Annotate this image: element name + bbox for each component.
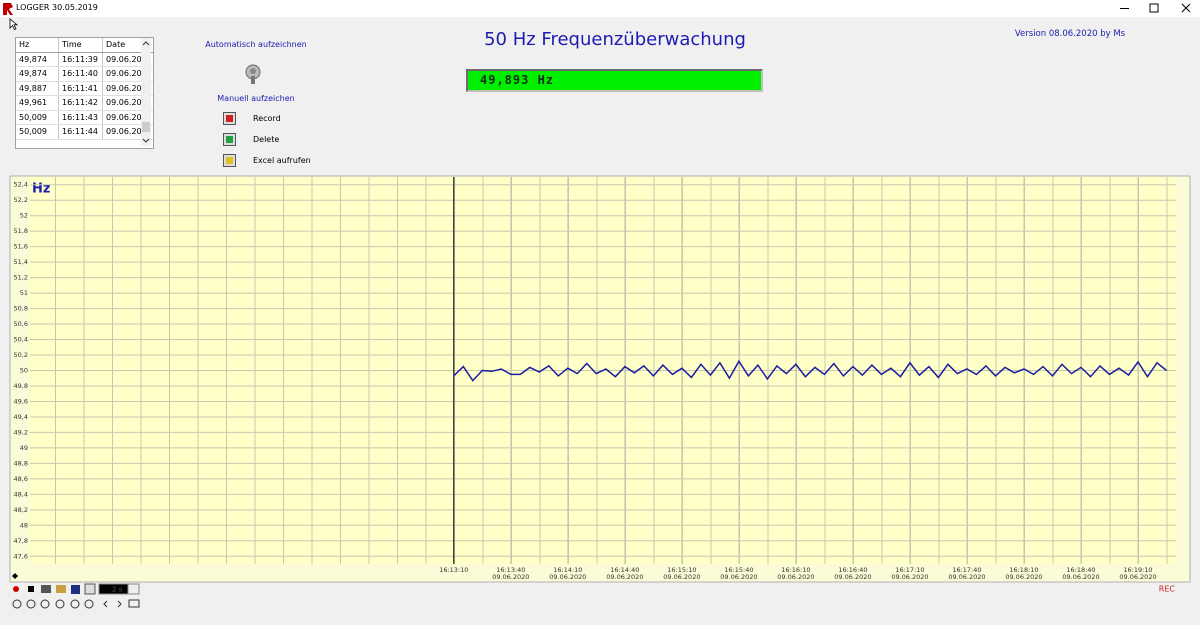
y-tick-label: 49 [20, 444, 28, 452]
y-tick-label: 49,8 [14, 382, 28, 390]
manual-record-label: Manuell aufzeichen [217, 94, 295, 103]
table-cell: 16:11:39 [59, 52, 103, 66]
x-tick-date: 09.06.2020 [549, 573, 586, 581]
y-tick-label: 49,6 [14, 397, 28, 405]
table-cell: 50,009 [16, 110, 59, 124]
table-cell: 49,874 [16, 67, 59, 81]
window-controls[interactable] [1110, 0, 1200, 17]
x-tick-date: 09.06.2020 [1062, 573, 1099, 581]
x-tick-label: 16:15:10 [667, 566, 696, 574]
y-tick-label: 48 [20, 521, 28, 529]
y-tick-label: 50,6 [14, 320, 28, 328]
status-label: REC [1159, 585, 1176, 594]
record-label: Record [253, 114, 281, 123]
frequency-display: 49,893 Hz [466, 69, 763, 92]
toolbar[interactable] [12, 583, 140, 609]
window-title: LOGGER 30.05.2019 [16, 3, 98, 12]
interval-select[interactable]: 2 s [112, 586, 123, 594]
y-tick-label: 48,8 [14, 459, 28, 467]
frequency-value: 49,893 Hz [480, 73, 555, 87]
y-tick-label: 47,8 [14, 537, 28, 545]
excel-label: Excel aufrufen [253, 156, 311, 165]
y-axis-label: Hz [32, 182, 50, 197]
app-icon [3, 3, 13, 15]
title-bar: LOGGER 30.05.2019 [0, 0, 1200, 17]
y-tick-label: 52,2 [14, 196, 28, 204]
x-tick-label: 16:18:10 [1009, 566, 1038, 574]
x-tick-date: 09.06.2020 [606, 573, 643, 581]
table-scrollbar[interactable] [141, 38, 151, 146]
y-tick-label: 51,6 [14, 243, 28, 251]
data-table[interactable]: HzTimeDate49,87416:11:3909.06.202049,874… [15, 37, 154, 149]
y-tick-label: 51 [20, 289, 28, 297]
y-tick-label: 50,4 [14, 336, 28, 344]
y-tick-label: 51,8 [14, 227, 28, 235]
x-tick-label: 16:13:10 [439, 566, 468, 574]
x-tick-date: 09.06.2020 [663, 573, 700, 581]
x-tick-date: 09.06.2020 [834, 573, 871, 581]
table-cell: 50,009 [16, 125, 59, 139]
y-tick-label: 50 [20, 367, 28, 375]
x-tick-label: 16:14:40 [610, 566, 639, 574]
auto-toggle[interactable] [243, 62, 263, 86]
table-cell: 16:11:44 [59, 125, 103, 139]
delete-button[interactable] [223, 133, 236, 146]
table-cell: 16:11:42 [59, 96, 103, 110]
corner-marker [12, 573, 18, 579]
x-tick-date: 09.06.2020 [891, 573, 928, 581]
x-tick-label: 16:16:10 [781, 566, 810, 574]
column-header: Hz [16, 38, 59, 52]
x-tick-date: 09.06.2020 [492, 573, 529, 581]
y-tick-label: 50,8 [14, 305, 28, 313]
x-tick-date: 09.06.2020 [777, 573, 814, 581]
x-tick-date: 09.06.2020 [720, 573, 757, 581]
delete-label: Delete [253, 135, 280, 144]
x-tick-label: 16:17:10 [895, 566, 924, 574]
y-tick-label: 48,2 [14, 506, 28, 514]
x-tick-label: 16:15:40 [724, 566, 753, 574]
y-tick-label: 52 [20, 212, 28, 220]
record-button[interactable] [223, 112, 236, 125]
y-tick-label: 48,6 [14, 475, 28, 483]
y-tick-label: 47,6 [14, 552, 28, 560]
x-tick-date: 09.06.2020 [1119, 573, 1156, 581]
auto-record-label: Automatisch aufzeichnen [205, 40, 307, 49]
table-cell: 49,874 [16, 52, 59, 66]
table-cell: 49,887 [16, 81, 59, 95]
table-cell: 49,961 [16, 96, 59, 110]
excel-button[interactable] [223, 154, 236, 167]
x-tick-label: 16:14:10 [553, 566, 582, 574]
mouse-cursor [9, 18, 19, 30]
y-tick-label: 52,4 [14, 181, 28, 189]
x-tick-date: 09.06.2020 [1005, 573, 1042, 581]
table-cell: 16:11:40 [59, 67, 103, 81]
y-tick-label: 51,4 [14, 258, 28, 266]
x-tick-label: 16:13:40 [496, 566, 525, 574]
page-title: 50 Hz Frequenzüberwachung [484, 29, 746, 50]
x-tick-date: 09.06.2020 [948, 573, 985, 581]
x-tick-label: 16:16:40 [838, 566, 867, 574]
y-tick-label: 50,2 [14, 351, 28, 359]
column-header: Time [59, 38, 103, 52]
y-tick-label: 48,4 [14, 490, 28, 498]
x-tick-label: 16:17:40 [952, 566, 981, 574]
version-label: Version 08.06.2020 by Ms [1014, 29, 1126, 39]
table-cell: 16:11:41 [59, 81, 103, 95]
y-tick-label: 51,2 [14, 274, 28, 282]
x-tick-label: 16:19:10 [1123, 566, 1152, 574]
y-tick-label: 49,2 [14, 428, 28, 436]
x-tick-label: 16:18:40 [1066, 566, 1095, 574]
table-cell: 16:11:43 [59, 110, 103, 124]
frequency-line [453, 359, 1167, 382]
y-tick-label: 49,4 [14, 413, 28, 421]
